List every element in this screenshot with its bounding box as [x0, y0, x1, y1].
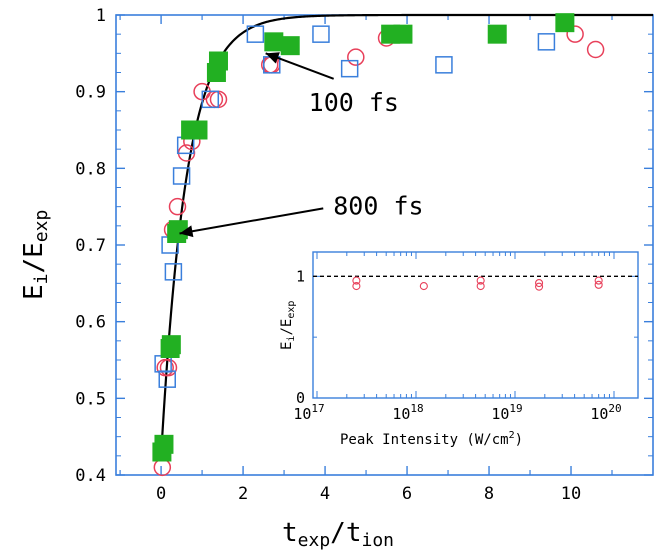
inset-y-axis-title: Ei/Eexp [279, 301, 297, 350]
main-x-tick-label: 4 [320, 484, 330, 504]
main-data-points [152, 13, 605, 477]
open-square-point [172, 167, 191, 185]
filled-square-point [208, 51, 228, 71]
main-y-tick-label: 0.8 [75, 159, 106, 179]
main-y-tick-label: 1 [96, 6, 106, 26]
filled-square-point [393, 24, 413, 44]
inset-open-circle-point [352, 276, 361, 285]
inset-x-tick-label: 1019 [491, 402, 522, 423]
main-y-tick-label: 0.5 [75, 389, 106, 409]
inset-open-circle-point [535, 278, 544, 288]
main-x-axis-title: texp/tion [282, 518, 394, 551]
open-square-point [435, 56, 453, 74]
open-circle-point [205, 90, 224, 109]
inset-open-circle-point [476, 276, 485, 285]
main-plot-frame [115, 14, 654, 476]
main-x-tick-labels: 0 2 4 6 8 10 [156, 484, 581, 504]
main-y-tick-labels: 0.4 0.5 0.6 0.7 0.8 0.9 1 [75, 6, 106, 486]
main-y-tick-label: 0.6 [75, 313, 106, 333]
open-square-point [340, 59, 359, 78]
open-circle-point [168, 197, 187, 216]
main-axis-ticks [116, 14, 653, 476]
main-y-tick-label: 0.4 [75, 466, 106, 486]
open-square-point [158, 370, 176, 388]
inset-x-tick-label: 1018 [392, 402, 423, 423]
main-y-tick-label: 0.9 [75, 83, 106, 103]
inset-y-tick-label: 1 [296, 267, 305, 285]
inset-open-circle-point [352, 282, 361, 291]
open-circle-point [153, 458, 172, 477]
inset-axis-ticks [313, 252, 638, 399]
open-circle-point [586, 40, 605, 59]
open-circle-point [347, 48, 365, 66]
open-square-point [201, 90, 220, 109]
inset-x-tick-labels: 1017 1018 1019 1020 [293, 402, 621, 423]
inset-open-circle-point [594, 276, 603, 285]
open-circle-point [566, 25, 584, 43]
inset-data-points [352, 276, 603, 291]
open-square-point [246, 25, 265, 43]
filled-square-point [555, 13, 575, 33]
annotation-label: 100 fs [309, 88, 399, 117]
inset-open-circle-point [419, 282, 428, 291]
main-x-tick-label: 2 [238, 484, 248, 504]
main-x-tick-label: 0 [156, 484, 166, 504]
annotations: 100 fs 800 fs [179, 52, 424, 238]
open-square-point [164, 263, 183, 281]
filled-square-point [168, 220, 188, 240]
inset-y-tick-label: 0 [296, 389, 305, 407]
filled-square-point [280, 36, 300, 56]
inset-x-tick-label: 1020 [590, 402, 621, 423]
inset-y-tick-labels: 01 [296, 267, 305, 407]
annotation-arrow-head [179, 225, 194, 238]
open-square-point [537, 33, 556, 51]
main-x-tick-label: 10 [561, 484, 581, 504]
filled-square-point [264, 32, 284, 52]
open-square-point [312, 25, 330, 43]
inset-x-tick-label: 1017 [293, 402, 324, 423]
filled-square-point [154, 434, 174, 454]
open-circle-point [159, 358, 178, 377]
main-x-tick-label: 6 [402, 484, 412, 504]
inset-x-axis-title: Peak Intensity (W/cm2) [340, 430, 523, 448]
filled-square-point [188, 120, 208, 140]
filled-square-point [487, 24, 507, 44]
annotation-arrow-head [265, 52, 280, 64]
filled-square-point [161, 335, 181, 355]
annotation-arrow-line [179, 207, 324, 235]
main-y-axis-title: Ei/Eexp [19, 210, 52, 300]
inset-open-circle-point [594, 280, 603, 289]
inset-open-circle-point [476, 282, 485, 291]
annotation-label: 800 fs [333, 191, 423, 220]
main-x-tick-label: 8 [484, 484, 494, 504]
main-y-tick-label: 0.7 [75, 236, 106, 256]
inset-plot-frame [312, 251, 639, 399]
inset-open-circle-point [535, 282, 544, 291]
